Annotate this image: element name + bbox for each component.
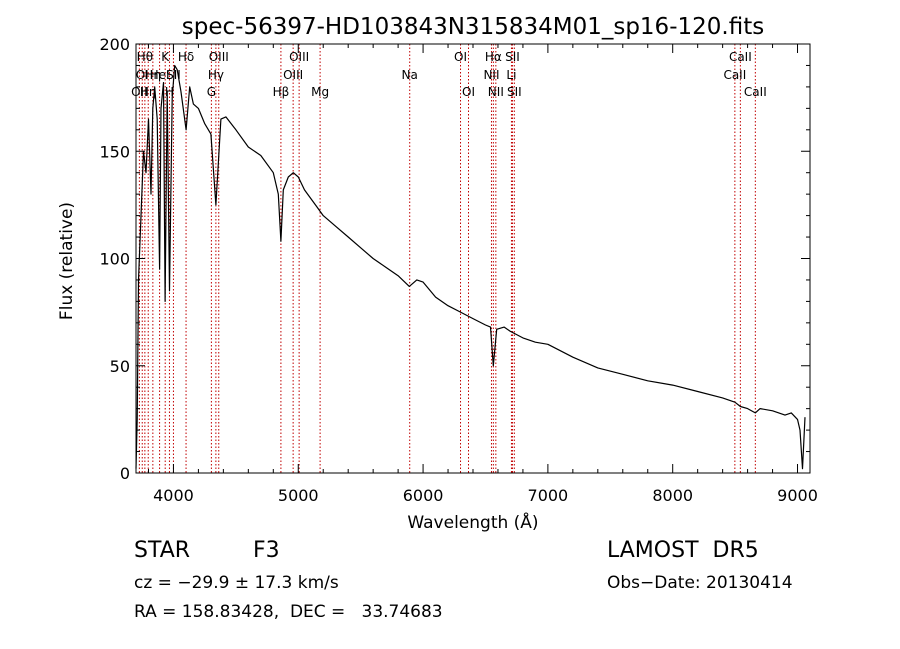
- x-tick-label: 9000: [777, 486, 818, 505]
- spectral-line-label: OIII: [283, 68, 303, 82]
- spectral-line-label: G: [207, 85, 216, 99]
- x-axis-label: Wavelength (Å): [407, 511, 538, 533]
- x-tick-label: 8000: [652, 486, 693, 505]
- spectral-line-label: NII: [483, 68, 499, 82]
- spectral-line-label: OI: [136, 68, 149, 82]
- y-tick-label: 0: [120, 464, 130, 483]
- spectral-line-labels: OIIOIHθHηHηHeIKHSIIHδGHγOIIIHβOIIIOIIIMg…: [131, 50, 767, 99]
- spectral-line-label: CaII: [744, 85, 767, 99]
- object-class: STAR: [134, 538, 191, 563]
- spectral-line-label: CaII: [723, 68, 746, 82]
- spectral-line-label: HeI: [150, 68, 170, 82]
- spectral-line-label: Hα: [485, 50, 502, 64]
- spectral-line-label: OIII: [209, 50, 229, 64]
- spectral-line-label: OI: [462, 85, 475, 99]
- survey-name: LAMOST DR5: [607, 538, 759, 563]
- spectral-line-label: H: [165, 85, 174, 99]
- plot-frame: [135, 43, 811, 474]
- y-axis-label: Flux (relative): [57, 202, 77, 320]
- x-tick-label: 7000: [528, 486, 569, 505]
- y-tick-label: 150: [99, 142, 130, 161]
- spectral-line-label: OII: [131, 85, 148, 99]
- observation-date: Obs−Date: 20130414: [607, 573, 793, 593]
- spectral-subclass: F3: [253, 538, 280, 563]
- spectrum-line: [135, 64, 806, 470]
- coordinates: RA = 158.83428, DEC = 33.74683: [134, 602, 443, 622]
- spectral-line-label: OIII: [289, 50, 309, 64]
- spectral-line-label: NII: [488, 85, 504, 99]
- y-tick-label: 200: [99, 35, 130, 54]
- spectral-line-label: CaII: [729, 50, 752, 64]
- axis-ticks: 4000 5000 6000 7000 8000 9000 0 50 100 150 200: [99, 35, 817, 505]
- y-tick-label: 100: [99, 250, 130, 269]
- spectral-line-label: Na: [402, 68, 418, 82]
- spectral-line-label: Mg: [311, 85, 329, 99]
- spectral-line-label: Hη: [140, 85, 157, 99]
- spectral-line-label: Hγ: [208, 68, 224, 82]
- spectral-line-label: Li: [506, 68, 516, 82]
- chart-title: spec-56397-HD103843N315834M01_sp16-120.f…: [182, 14, 764, 40]
- spectral-line-label: Hθ: [137, 50, 153, 64]
- spectral-line-label: Hδ: [178, 50, 194, 64]
- radial-velocity: cz = −29.9 ± 17.3 km/s: [134, 573, 339, 593]
- spectral-line-label: Hβ: [273, 85, 290, 99]
- x-tick-label: 4000: [153, 486, 194, 505]
- x-tick-label: 6000: [403, 486, 444, 505]
- spectral-line-markers: [138, 44, 756, 473]
- y-tick-label: 50: [110, 357, 130, 376]
- spectral-line-label: K: [161, 50, 170, 64]
- spectral-line-label: SII: [507, 85, 522, 99]
- spectral-line-label: SII: [505, 50, 520, 64]
- spectral-line-label: Hη: [145, 68, 162, 82]
- x-tick-label: 5000: [278, 486, 319, 505]
- spectral-line-label: OI: [454, 50, 467, 64]
